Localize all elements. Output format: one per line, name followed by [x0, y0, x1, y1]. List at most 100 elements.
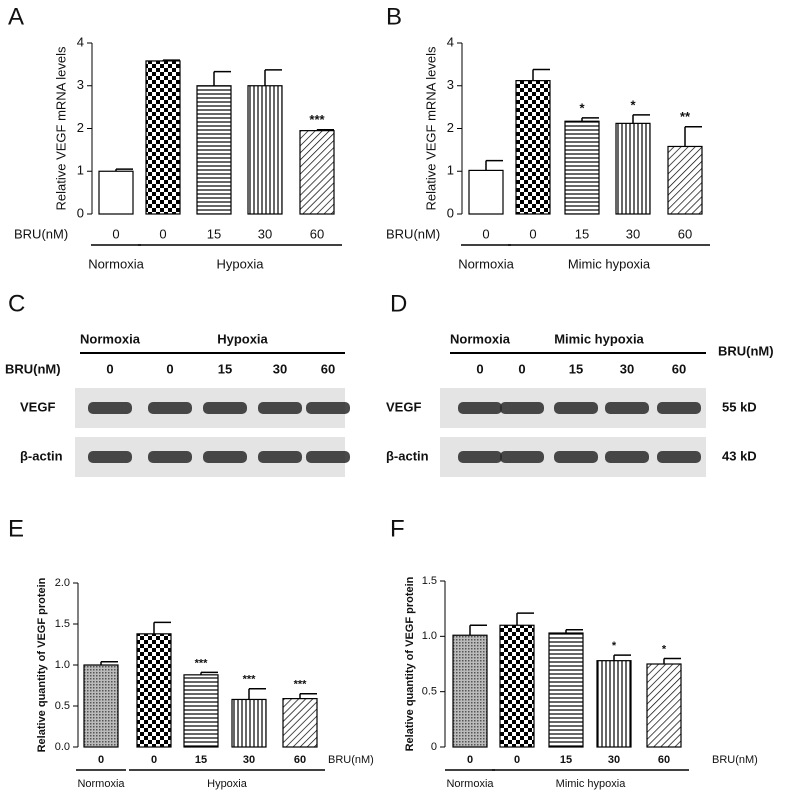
y-tick-label: 3	[77, 77, 84, 92]
x-tick-label: 60	[310, 226, 324, 241]
group-label: Normoxia	[446, 778, 494, 790]
blot-band	[605, 402, 649, 414]
panel-letter: A	[8, 3, 24, 30]
blot-band	[88, 402, 132, 414]
bar	[98, 170, 134, 215]
bar	[282, 698, 318, 748]
blot-band	[657, 451, 701, 463]
bar	[136, 633, 172, 748]
y-tick-label: 2.0	[55, 577, 70, 589]
blot-band	[148, 451, 192, 463]
lane-label: 30	[273, 361, 287, 376]
bar	[196, 85, 232, 215]
y-axis-label: Relative quantity of VEGF protein	[36, 577, 48, 752]
y-tick-label: 1.0	[55, 659, 70, 671]
blot-band	[500, 451, 544, 463]
significance: ***	[309, 112, 325, 127]
row-label: VEGF	[20, 399, 55, 414]
y-tick-label: 1.5	[422, 575, 437, 587]
bar	[615, 122, 651, 215]
x-tick-label: 0	[98, 754, 104, 766]
y-tick-label: 0.5	[422, 686, 437, 698]
significance: ***	[243, 674, 257, 686]
bar	[247, 85, 283, 215]
y-axis-label: Relative VEGF mRNA levels	[423, 46, 438, 210]
blot-band	[258, 451, 302, 463]
bar	[452, 634, 488, 748]
size-label: 43 kD	[722, 448, 757, 463]
x-tick-label: 15	[207, 226, 221, 241]
x-tick-label: 30	[258, 226, 272, 241]
blot-band	[605, 451, 649, 463]
blot-band	[458, 402, 502, 414]
lane-label: 0	[476, 361, 483, 376]
bar	[468, 169, 504, 215]
significance: **	[680, 109, 691, 124]
y-tick-label: 4	[77, 34, 84, 49]
x-tick-label: 60	[658, 754, 670, 766]
panel-letter: F	[390, 515, 405, 542]
x-tick-label: 15	[195, 754, 207, 766]
blot-band	[88, 451, 132, 463]
y-tick-label: 0	[431, 741, 437, 753]
lane-label: 30	[620, 361, 634, 376]
bar	[596, 660, 632, 748]
x-tick-label: 15	[575, 226, 589, 241]
row-label: β-actin	[20, 448, 63, 463]
lane-label: 0	[518, 361, 525, 376]
bar	[499, 624, 535, 748]
y-axis-label: Relative VEGF mRNA levels	[53, 46, 68, 210]
y-tick-label: 0.5	[55, 700, 70, 712]
group-label: Normoxia	[458, 256, 514, 271]
row-label: β-actin	[386, 448, 429, 463]
significance: ***	[195, 657, 209, 669]
blot-band	[657, 402, 701, 414]
x-axis-label: BRU(nM)	[328, 754, 374, 766]
panel-letter: C	[8, 290, 25, 317]
bar	[231, 698, 267, 748]
y-axis-label: Relative quantity of VEGF protein	[404, 576, 416, 751]
panel-letter: E	[8, 515, 24, 542]
blot-band	[554, 402, 598, 414]
lane-label: 15	[218, 361, 232, 376]
lane-label: 60	[672, 361, 686, 376]
lane-label: 15	[569, 361, 583, 376]
y-tick-label: 3	[447, 77, 454, 92]
bar	[183, 674, 219, 748]
significance: ***	[294, 679, 308, 691]
bar	[646, 663, 682, 748]
y-tick-label: 1.5	[55, 618, 70, 630]
x-tick-label: 0	[529, 226, 536, 241]
y-tick-label: 2	[447, 120, 454, 135]
blot-band	[500, 402, 544, 414]
lane-label: 0	[106, 361, 113, 376]
x-tick-label: 60	[294, 754, 306, 766]
panel-letter: B	[386, 3, 402, 30]
row-label: VEGF	[386, 399, 421, 414]
x-axis-label: BRU(nM)	[5, 361, 61, 376]
bar	[145, 60, 181, 215]
x-axis-label: BRU(nM)	[718, 343, 774, 358]
blot-band	[554, 451, 598, 463]
x-tick-label: 0	[467, 754, 473, 766]
size-label: 55 kD	[722, 399, 757, 414]
y-tick-label: 4	[447, 34, 454, 49]
group-label: Mimic hypoxia	[556, 778, 627, 790]
x-tick-label: 0	[151, 754, 157, 766]
x-tick-label: 0	[112, 226, 119, 241]
y-tick-label: 1	[447, 163, 454, 178]
group-label: Normoxia	[77, 778, 125, 790]
x-tick-label: 0	[482, 226, 489, 241]
x-axis-label: BRU(nM)	[712, 754, 758, 766]
blot-band	[258, 402, 302, 414]
x-tick-label: 0	[514, 754, 520, 766]
significance: *	[579, 100, 585, 115]
group-label: Mimic hypoxia	[554, 331, 644, 346]
group-label: Hypoxia	[207, 778, 248, 790]
blot-band	[203, 402, 247, 414]
y-tick-label: 0.0	[55, 741, 70, 753]
lane-label: 60	[321, 361, 335, 376]
bar	[564, 120, 600, 215]
panel-letter: D	[390, 290, 407, 317]
